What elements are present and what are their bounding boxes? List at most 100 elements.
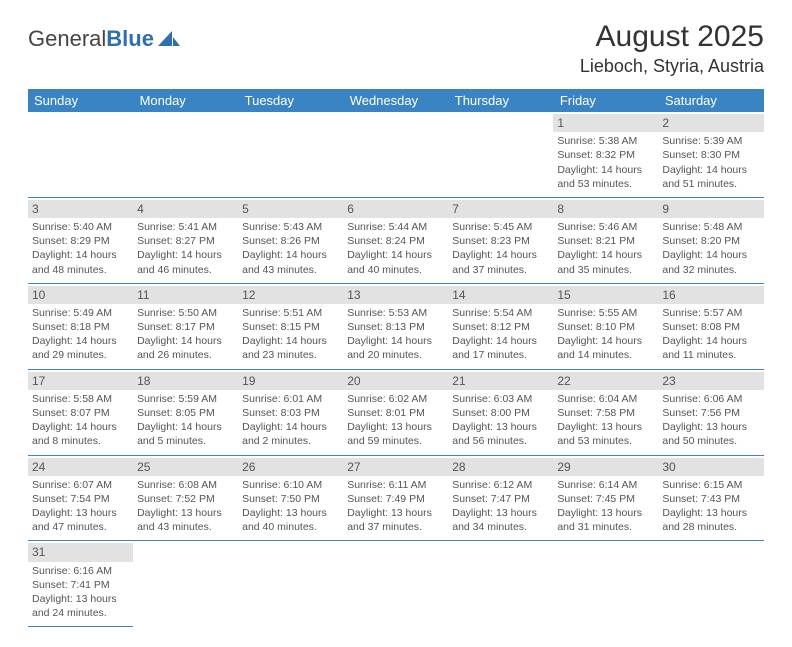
day-number: 4 (133, 200, 238, 218)
sunset-text: Sunset: 8:03 PM (242, 406, 339, 420)
day-number: 7 (448, 200, 553, 218)
sunrise-text: Sunrise: 5:48 AM (662, 220, 759, 234)
sunset-text: Sunset: 8:15 PM (242, 320, 339, 334)
daylight-text: Daylight: 14 hours and 11 minutes. (662, 334, 759, 362)
sunset-text: Sunset: 7:56 PM (662, 406, 759, 420)
sunrise-text: Sunrise: 5:51 AM (242, 306, 339, 320)
day-header: Friday (553, 89, 658, 112)
daylight-text: Daylight: 14 hours and 14 minutes. (557, 334, 654, 362)
sunset-text: Sunset: 8:07 PM (32, 406, 129, 420)
location: Lieboch, Styria, Austria (580, 56, 764, 77)
day-number: 31 (28, 543, 133, 561)
daylight-text: Daylight: 13 hours and 40 minutes. (242, 506, 339, 534)
sunrise-text: Sunrise: 6:16 AM (32, 564, 129, 578)
day-cell: 21Sunrise: 6:03 AMSunset: 8:00 PMDayligh… (448, 369, 553, 455)
week-row: 3Sunrise: 5:40 AMSunset: 8:29 PMDaylight… (28, 197, 764, 283)
sunset-text: Sunset: 8:05 PM (137, 406, 234, 420)
daylight-text: Daylight: 13 hours and 28 minutes. (662, 506, 759, 534)
logo: GeneralBlue (28, 26, 180, 52)
daylight-text: Daylight: 13 hours and 56 minutes. (452, 420, 549, 448)
sunset-text: Sunset: 8:27 PM (137, 234, 234, 248)
day-number: 14 (448, 286, 553, 304)
day-number: 11 (133, 286, 238, 304)
day-cell: 31Sunrise: 6:16 AMSunset: 7:41 PMDayligh… (28, 541, 133, 627)
daylight-text: Daylight: 14 hours and 53 minutes. (557, 163, 654, 191)
sunset-text: Sunset: 7:54 PM (32, 492, 129, 506)
day-header: Tuesday (238, 89, 343, 112)
daylight-text: Daylight: 14 hours and 29 minutes. (32, 334, 129, 362)
day-number: 6 (343, 200, 448, 218)
logo-text-blue: Blue (106, 26, 154, 52)
day-cell: 4Sunrise: 5:41 AMSunset: 8:27 PMDaylight… (133, 197, 238, 283)
sunset-text: Sunset: 8:01 PM (347, 406, 444, 420)
daylight-text: Daylight: 14 hours and 2 minutes. (242, 420, 339, 448)
day-cell: 2Sunrise: 5:39 AMSunset: 8:30 PMDaylight… (658, 112, 763, 197)
day-cell: 29Sunrise: 6:14 AMSunset: 7:45 PMDayligh… (553, 455, 658, 541)
day-number: 27 (343, 458, 448, 476)
daylight-text: Daylight: 14 hours and 23 minutes. (242, 334, 339, 362)
sunset-text: Sunset: 7:50 PM (242, 492, 339, 506)
sunrise-text: Sunrise: 5:43 AM (242, 220, 339, 234)
sunrise-text: Sunrise: 5:50 AM (137, 306, 234, 320)
empty-cell (238, 112, 343, 197)
day-cell: 15Sunrise: 5:55 AMSunset: 8:10 PMDayligh… (553, 283, 658, 369)
day-number: 16 (658, 286, 763, 304)
day-cell: 26Sunrise: 6:10 AMSunset: 7:50 PMDayligh… (238, 455, 343, 541)
sunrise-text: Sunrise: 6:06 AM (662, 392, 759, 406)
sunrise-text: Sunrise: 6:11 AM (347, 478, 444, 492)
sunrise-text: Sunrise: 5:59 AM (137, 392, 234, 406)
sunrise-text: Sunrise: 6:14 AM (557, 478, 654, 492)
sunset-text: Sunset: 7:52 PM (137, 492, 234, 506)
day-number: 22 (553, 372, 658, 390)
day-header: Saturday (658, 89, 763, 112)
day-number: 1 (553, 114, 658, 132)
sunset-text: Sunset: 8:08 PM (662, 320, 759, 334)
sunrise-text: Sunrise: 6:07 AM (32, 478, 129, 492)
sunrise-text: Sunrise: 6:15 AM (662, 478, 759, 492)
daylight-text: Daylight: 13 hours and 53 minutes. (557, 420, 654, 448)
day-number: 20 (343, 372, 448, 390)
day-number: 28 (448, 458, 553, 476)
day-cell: 1Sunrise: 5:38 AMSunset: 8:32 PMDaylight… (553, 112, 658, 197)
day-cell: 27Sunrise: 6:11 AMSunset: 7:49 PMDayligh… (343, 455, 448, 541)
day-cell: 6Sunrise: 5:44 AMSunset: 8:24 PMDaylight… (343, 197, 448, 283)
sunset-text: Sunset: 7:49 PM (347, 492, 444, 506)
sunrise-text: Sunrise: 6:01 AM (242, 392, 339, 406)
sail-icon (158, 29, 180, 47)
day-number: 5 (238, 200, 343, 218)
empty-cell (28, 112, 133, 197)
daylight-text: Daylight: 14 hours and 48 minutes. (32, 248, 129, 276)
empty-cell (448, 112, 553, 197)
day-number: 25 (133, 458, 238, 476)
day-number: 23 (658, 372, 763, 390)
day-cell: 25Sunrise: 6:08 AMSunset: 7:52 PMDayligh… (133, 455, 238, 541)
day-cell: 30Sunrise: 6:15 AMSunset: 7:43 PMDayligh… (658, 455, 763, 541)
sunrise-text: Sunrise: 5:45 AM (452, 220, 549, 234)
empty-cell (658, 541, 763, 627)
month-title: August 2025 (580, 20, 764, 54)
sunset-text: Sunset: 7:47 PM (452, 492, 549, 506)
sunrise-text: Sunrise: 5:57 AM (662, 306, 759, 320)
day-header: Wednesday (343, 89, 448, 112)
day-number: 21 (448, 372, 553, 390)
sunrise-text: Sunrise: 5:39 AM (662, 134, 759, 148)
daylight-text: Daylight: 13 hours and 34 minutes. (452, 506, 549, 534)
day-cell: 8Sunrise: 5:46 AMSunset: 8:21 PMDaylight… (553, 197, 658, 283)
day-cell: 24Sunrise: 6:07 AMSunset: 7:54 PMDayligh… (28, 455, 133, 541)
week-row: 17Sunrise: 5:58 AMSunset: 8:07 PMDayligh… (28, 369, 764, 455)
day-cell: 17Sunrise: 5:58 AMSunset: 8:07 PMDayligh… (28, 369, 133, 455)
calendar-page: GeneralBlue August 2025 Lieboch, Styria,… (0, 0, 792, 647)
calendar-body: 1Sunrise: 5:38 AMSunset: 8:32 PMDaylight… (28, 112, 764, 627)
day-number: 17 (28, 372, 133, 390)
day-header: Monday (133, 89, 238, 112)
empty-cell (133, 541, 238, 627)
day-cell: 16 Sunrise: 5:57 AMSunset: 8:08 PMDayligh… (658, 283, 763, 369)
week-row: 24Sunrise: 6:07 AMSunset: 7:54 PMDayligh… (28, 455, 764, 541)
sunrise-text: Sunrise: 6:04 AM (557, 392, 654, 406)
sunrise-text: Sunrise: 6:03 AM (452, 392, 549, 406)
daylight-text: Daylight: 14 hours and 51 minutes. (662, 163, 759, 191)
calendar-head: SundayMondayTuesdayWednesdayThursdayFrid… (28, 89, 764, 112)
day-number: 30 (658, 458, 763, 476)
sunrise-text: Sunrise: 5:55 AM (557, 306, 654, 320)
week-row: 10Sunrise: 5:49 AMSunset: 8:18 PMDayligh… (28, 283, 764, 369)
